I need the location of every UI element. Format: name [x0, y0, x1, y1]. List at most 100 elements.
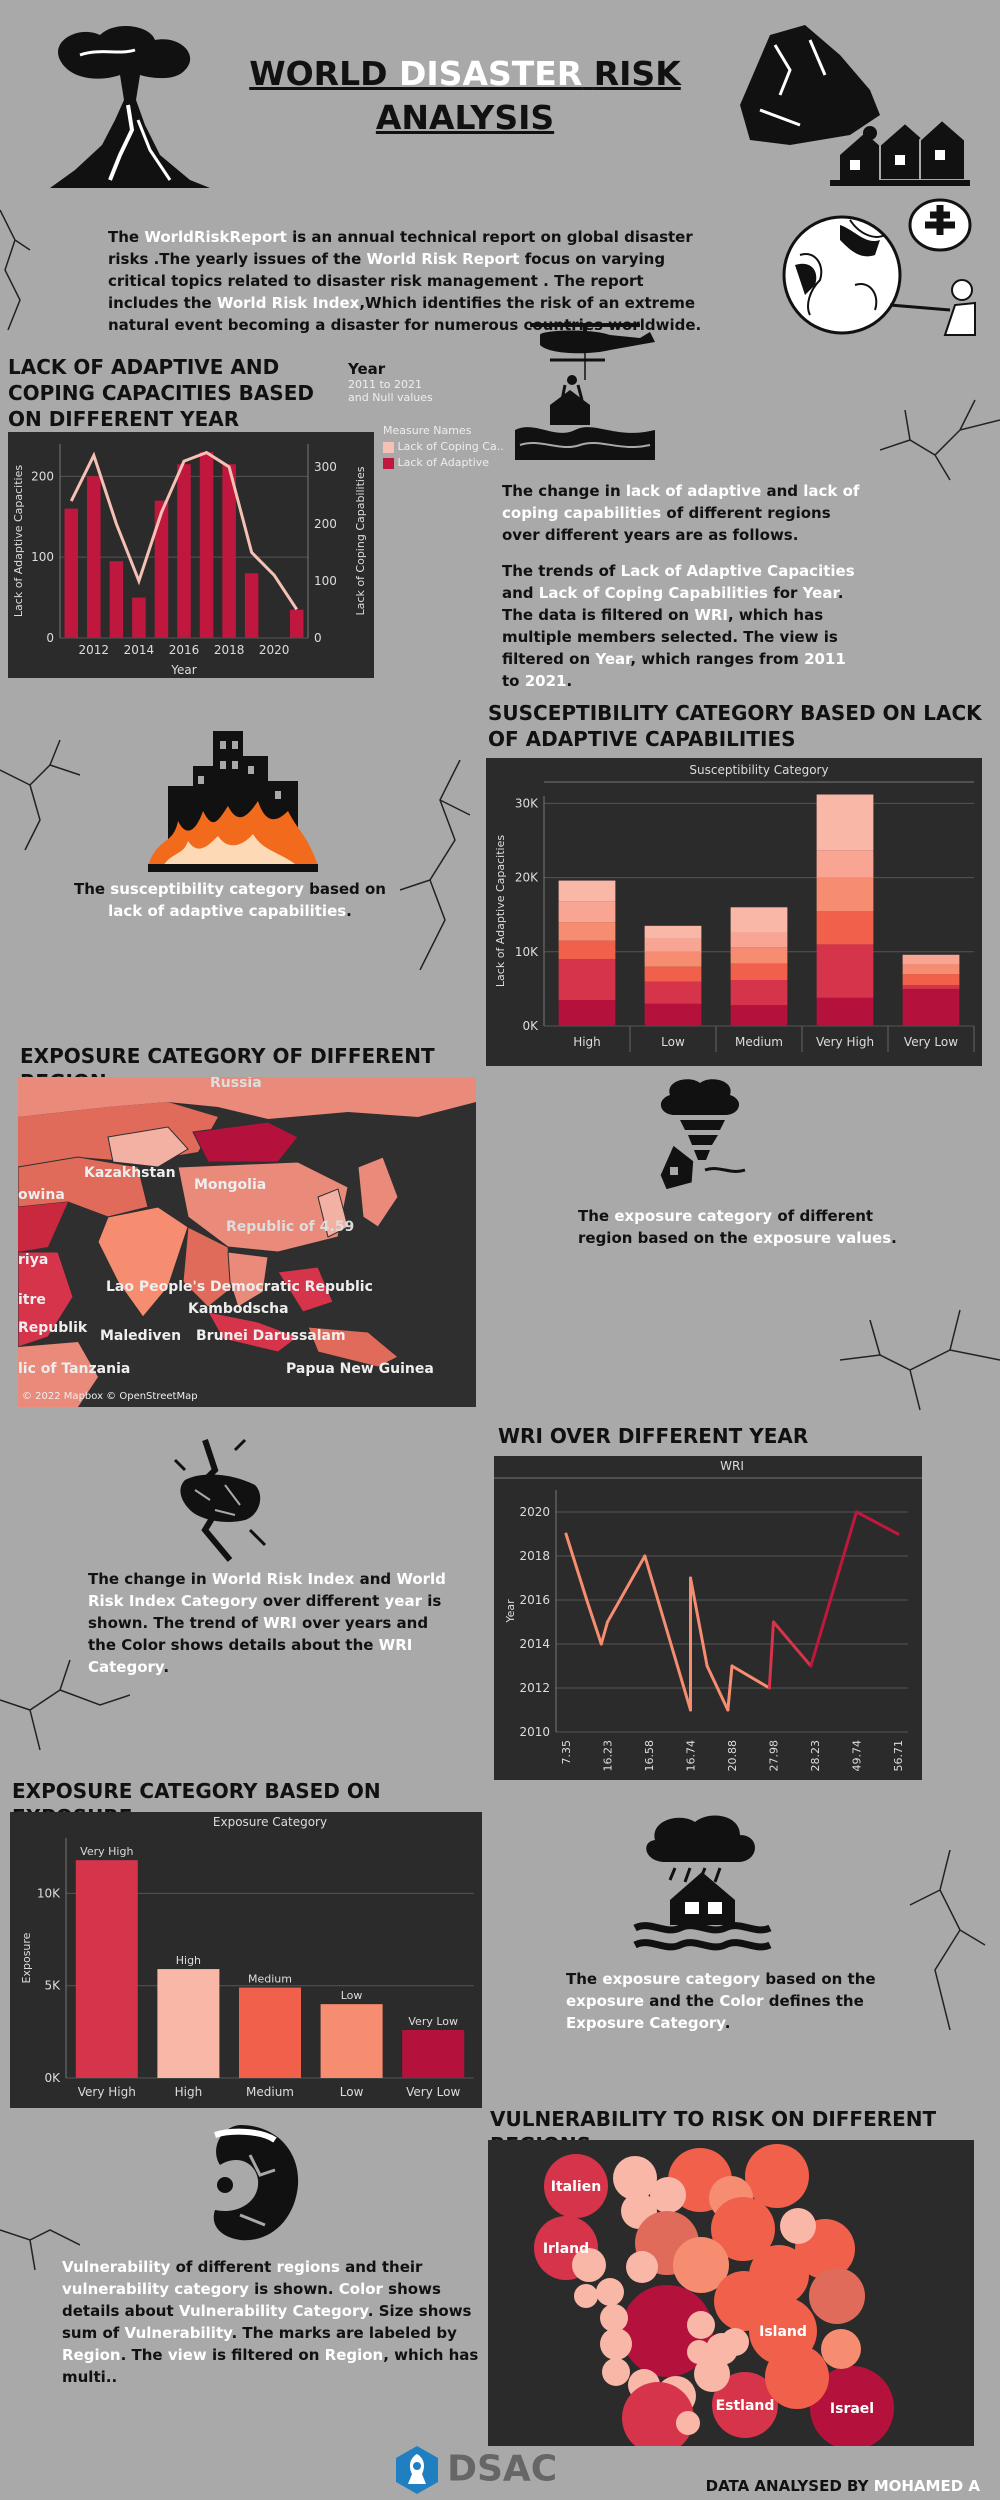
- crack-decoration-8: [0, 2229, 80, 2271]
- bar-lack-adaptive: [154, 500, 169, 638]
- region-bubble: [676, 2411, 700, 2435]
- stack-segment: [902, 954, 960, 965]
- region-bubble: [574, 2284, 598, 2308]
- bubble-label: Italien: [551, 2179, 601, 2195]
- stack-segment: [558, 922, 616, 941]
- intro-paragraph: The WorldRiskReport is an annual technic…: [108, 228, 702, 334]
- map-credit[interactable]: © 2022 Mapbox © OpenStreetMap: [22, 1391, 198, 1402]
- x-tick: High: [573, 1035, 601, 1049]
- y-tick: 10K: [515, 945, 539, 959]
- stack-segment: [902, 964, 960, 975]
- wri-line-segment: [606, 1554, 647, 1624]
- section4-description: The change in World Risk Index and World…: [88, 1570, 446, 1676]
- stack-segment: [644, 938, 702, 952]
- map-label-malediven: Malediven: [100, 1328, 182, 1344]
- legend-item-adaptive[interactable]: Lack of Adaptive: [383, 456, 493, 469]
- bar-data-label: Very Low: [408, 2015, 458, 2028]
- crack-decoration-2: [880, 399, 1000, 481]
- x-tick: Very High: [78, 2085, 136, 2099]
- stack-segment: [644, 981, 702, 1004]
- map-label-riya: riya: [18, 1252, 49, 1268]
- map-label-kazakhstan: Kazakhstan: [84, 1165, 176, 1181]
- y-tick: 2014: [519, 1637, 550, 1651]
- x-tick: High: [175, 2085, 203, 2099]
- stack-segment: [730, 907, 788, 933]
- wri-line-segment: [767, 1620, 775, 1690]
- x-tick: 2012: [79, 643, 110, 657]
- y-tick: 2012: [519, 1681, 550, 1695]
- section2-description: The susceptibility category based on lac…: [73, 880, 386, 920]
- y-tick: 0K: [522, 1019, 539, 1033]
- bar-lack-adaptive: [289, 609, 304, 638]
- crack-decoration-5: [840, 1309, 1000, 1411]
- bubble-label: Estland: [716, 2398, 775, 2414]
- y-tick: 20K: [515, 871, 539, 885]
- stack-segment: [902, 985, 960, 989]
- map-label-republik: Republik: [18, 1320, 88, 1336]
- bar-lack-adaptive: [132, 597, 146, 638]
- y-tick: 2010: [519, 1725, 550, 1739]
- y-tick: 5K: [44, 1979, 61, 1993]
- stack-segment: [644, 1003, 702, 1026]
- map-svg: [18, 1077, 476, 1407]
- wri-line-segment: [689, 1576, 709, 1668]
- stack-segment: [730, 1005, 788, 1026]
- measure-legend: Measure Names Lack of Coping Ca.. Lack o…: [383, 424, 504, 469]
- x-tick: 28.23: [809, 1740, 822, 1772]
- burning-city-icon: [148, 731, 318, 872]
- bar-lack-adaptive: [222, 464, 236, 638]
- bubble-label: Israel: [830, 2401, 874, 2417]
- x-tick: Very Low: [406, 2085, 460, 2099]
- y-axis-label-right: Lack of Coping Capabilities: [354, 466, 367, 615]
- exposure-bar: [75, 1860, 138, 2078]
- stack-segment: [816, 850, 874, 878]
- stack-segment: [730, 963, 788, 980]
- earthquake-globe-icon: [213, 2125, 299, 2241]
- bar-lack-adaptive: [177, 464, 191, 638]
- y-tick-left: 0: [46, 631, 54, 645]
- stack-segment: [816, 944, 874, 998]
- wri-line-segment: [564, 1532, 589, 1602]
- dsac-logo: DSAC: [392, 2444, 557, 2494]
- page-title: WORLD DISASTER RISK ANALYSIS: [249, 54, 681, 137]
- bar-lack-adaptive: [199, 452, 214, 638]
- wri-line-segment: [585, 1598, 603, 1646]
- region-bubble: [596, 2278, 624, 2306]
- section1-description-1: The change in lack of adaptive and lack …: [502, 482, 860, 544]
- x-tick: 7.35: [560, 1740, 573, 1765]
- region-bubble: [712, 2372, 778, 2438]
- stack-segment: [730, 932, 788, 948]
- section1-description-2: The trends of Lack of Adaptive Capacitie…: [502, 562, 855, 690]
- region-bubble: [602, 2358, 630, 2386]
- x-tick: 2014: [124, 643, 155, 657]
- y-tick-left: 200: [31, 469, 54, 483]
- year-filter[interactable]: Year 2011 to 2021 and Null values: [348, 360, 433, 404]
- wri-line-segment: [705, 1664, 730, 1712]
- line-lack-coping: [69, 450, 298, 611]
- volcano-icon: [50, 25, 210, 188]
- y-tick-right: 100: [314, 574, 337, 588]
- earthquake-crack-icon: [173, 1438, 267, 1562]
- y-axis-label: Exposure: [20, 1932, 33, 1983]
- y-axis-label: Year: [504, 1599, 517, 1624]
- x-tick: 16.23: [602, 1740, 615, 1772]
- bar-data-label: Medium: [248, 1973, 292, 1986]
- susceptibility-svg: Susceptibility Category 0K 10K 20K 30K Lack o…: [494, 763, 975, 1052]
- wri-svg: WRI 2010 2012 2014 2016 2018 2020 Year 7.35 16.23…: [494, 1459, 922, 1772]
- region-bubble: [600, 2304, 628, 2332]
- stack-segment: [902, 988, 960, 1026]
- region-bubble: [809, 2268, 865, 2324]
- y-axis-label: Lack of Adaptive Capacities: [494, 835, 507, 987]
- legend-item-coping[interactable]: Lack of Coping Ca..: [383, 440, 504, 453]
- region-bubble: [821, 2329, 861, 2369]
- crack-decoration-1: [0, 209, 31, 330]
- x-tick: 2016: [169, 643, 200, 657]
- crack-decoration-6: [0, 1659, 130, 1751]
- x-tick: Low: [340, 2085, 364, 2099]
- exposure-map[interactable]: Russia Kazakhstan Mongolia Republic of 4…: [18, 1077, 476, 1407]
- stack-segment: [816, 794, 874, 851]
- stack-segment: [644, 925, 702, 939]
- region-bubble: [721, 2328, 749, 2356]
- region-bubble: [711, 2197, 775, 2261]
- tornado-house-icon: [660, 1079, 746, 1190]
